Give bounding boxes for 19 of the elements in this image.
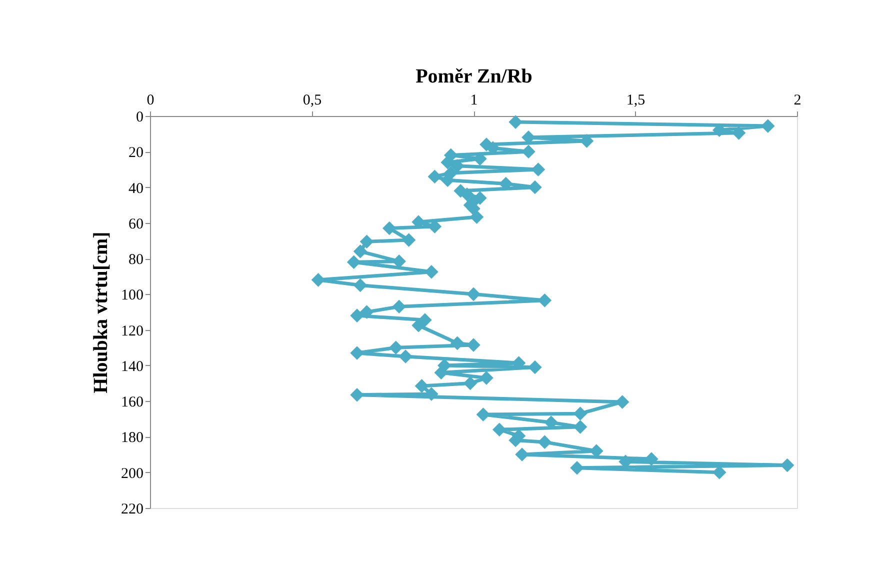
y-axis-title: Hloubka vtrtu[cm] xyxy=(90,232,112,394)
y-tick-label: 80 xyxy=(128,252,144,268)
y-tick-label: 180 xyxy=(121,430,144,446)
x-tick-label: 2 xyxy=(794,92,802,108)
x-tick-label: 1 xyxy=(470,92,478,108)
y-tick-label: 120 xyxy=(121,323,144,340)
x-axis-title: Poměr Zn/Rb xyxy=(416,66,532,88)
y-tick-label: 160 xyxy=(121,394,144,411)
y-tick-label: 40 xyxy=(128,180,144,197)
x-tick-label: 0 xyxy=(146,92,154,108)
y-tick-label: 60 xyxy=(128,216,144,232)
y-tick-label: 220 xyxy=(121,502,144,518)
y-tick-label: 20 xyxy=(128,145,144,162)
y-tick-label: 140 xyxy=(121,358,144,375)
y-tick-label: 200 xyxy=(121,466,144,482)
y-tick-label: 100 xyxy=(121,288,144,304)
x-tick-label: 0,5 xyxy=(302,92,322,108)
x-tick-label: 1,5 xyxy=(626,92,646,108)
y-tick-label: 0 xyxy=(136,110,144,126)
